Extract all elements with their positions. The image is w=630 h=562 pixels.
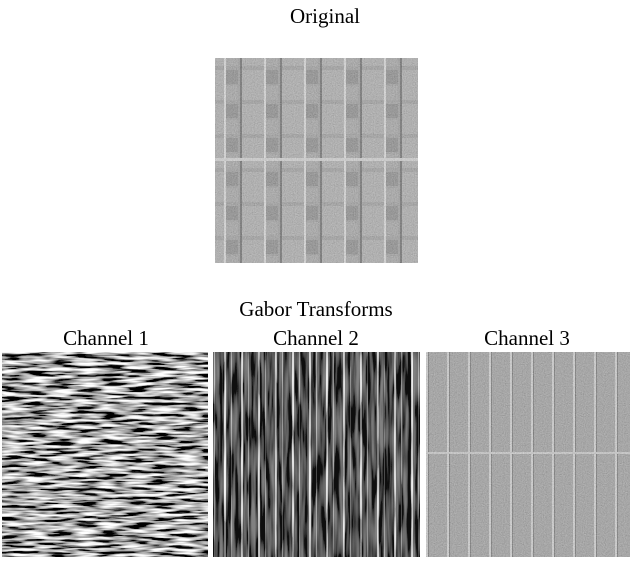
original-label: Original — [290, 4, 360, 28]
channel-image — [426, 352, 630, 557]
channel-label: Channel 1 — [63, 326, 149, 350]
channel-label: Channel 3 — [484, 326, 570, 350]
page: {"figure": {"original": {"label": "Origi… — [0, 0, 630, 557]
channel-image — [2, 352, 208, 557]
figure: Original Gabor Transforms Channel 1 Chan… — [0, 0, 630, 557]
original-image — [215, 58, 418, 263]
channel-label: Channel 2 — [273, 326, 359, 350]
transforms-title: Gabor Transforms — [239, 297, 392, 321]
channel-image — [213, 352, 420, 557]
